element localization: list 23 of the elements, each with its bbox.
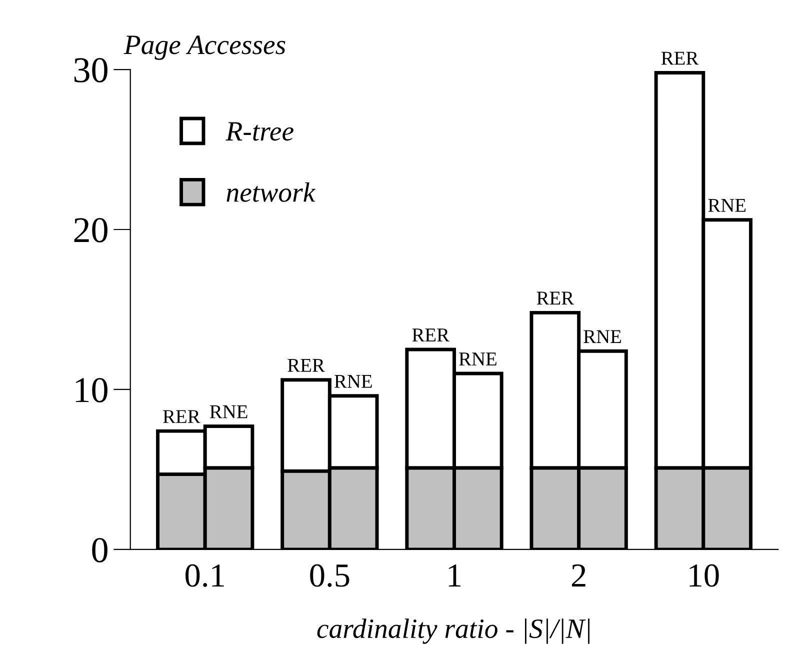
annotation: RNE bbox=[334, 375, 372, 388]
legend-label: R-tree bbox=[226, 122, 294, 141]
y-tick-label: 20 bbox=[74, 218, 108, 242]
annotation: RER bbox=[536, 292, 574, 305]
annotation: RNE bbox=[459, 352, 496, 366]
x-tick-label: 0.5 bbox=[310, 564, 350, 587]
x-tick-label: 2 bbox=[572, 564, 586, 586]
x-axis-title: cardinality ratio - |S|/|N| bbox=[317, 618, 590, 644]
annotation: RER bbox=[288, 359, 325, 372]
y-tick-label: 30 bbox=[74, 58, 108, 82]
x-tick-label: 1 bbox=[448, 564, 461, 586]
y-tick-label: 0 bbox=[92, 538, 108, 562]
x-tick-label: 0.1 bbox=[186, 564, 224, 587]
legend-label: network bbox=[226, 182, 316, 202]
annotation: RNE bbox=[210, 405, 248, 418]
x-tick-label: 10 bbox=[690, 564, 719, 587]
annotation: RER bbox=[412, 328, 450, 342]
annotation: RNE bbox=[584, 330, 621, 343]
y-tick-label: 10 bbox=[76, 378, 108, 402]
y-axis-title: Page Accesses bbox=[124, 36, 286, 60]
annotation: RER bbox=[661, 52, 699, 65]
annotation: RNE bbox=[708, 199, 746, 212]
annotation: RER bbox=[163, 410, 200, 423]
